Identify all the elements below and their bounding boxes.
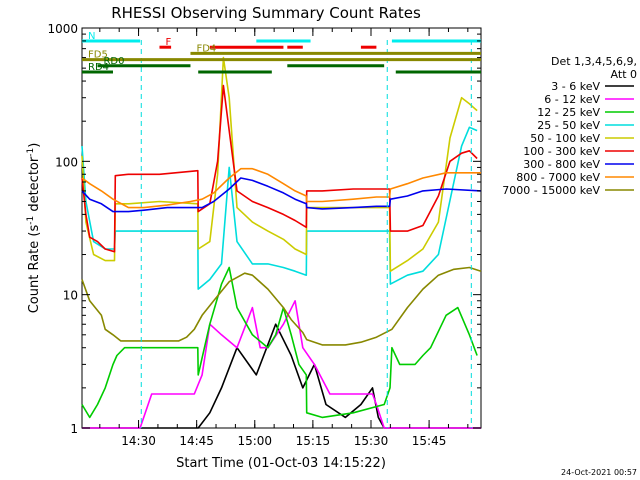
legend-entry-label: 100 - 300 keV — [523, 145, 600, 158]
series-line — [81, 84, 478, 253]
y-axis-label: Count Rate (s-1 detector-1) — [26, 143, 42, 314]
y-tick-label: 1 — [70, 422, 78, 436]
legend-entry-label: 3 - 6 keV — [551, 80, 600, 93]
state-bar-label: RD4 — [88, 62, 109, 73]
series-line — [82, 299, 481, 429]
series-layer — [81, 40, 482, 429]
series-line — [81, 266, 478, 419]
state-bar-label: F — [165, 37, 171, 48]
plot-frame — [81, 27, 482, 429]
series-line — [81, 177, 482, 213]
y-label-sup2: -1 — [26, 148, 36, 157]
legend-header: Att 0 — [611, 68, 637, 81]
legend-entry-label: 7000 - 15000 keV — [502, 184, 600, 197]
state-bar-label: RD0 — [103, 56, 124, 67]
timestamp: 24-Oct-2021 00:57 — [561, 468, 637, 477]
y-tick-label: 100 — [55, 155, 78, 169]
x-tick-label: 14:45 — [179, 434, 214, 448]
y-tick-label: 10 — [63, 289, 78, 303]
x-axis-label: Start Time (01-Oct-03 14:15:22) — [176, 456, 386, 471]
x-tick-label: 14:30 — [121, 434, 156, 448]
x-tick-label: 15:30 — [354, 434, 389, 448]
series-line — [81, 56, 478, 273]
legend-header: Det 1,3,4,5,6,9, — [551, 55, 637, 68]
legend-entry-label: 800 - 7000 keV — [516, 171, 600, 184]
state-bar-label: N — [88, 31, 95, 42]
state-bar-label: FD4 — [196, 43, 216, 54]
series-line — [82, 323, 481, 429]
series-line — [81, 126, 478, 290]
legend-entry-label: 300 - 800 keV — [523, 158, 600, 171]
y-label-part2: detector — [27, 156, 42, 216]
x-tick-label: 15:45 — [412, 434, 447, 448]
legend-entry-label: 6 - 12 keV — [544, 93, 600, 106]
series-line — [81, 266, 482, 346]
y-label-part3: ) — [27, 143, 42, 148]
x-tick-label: 15:15 — [296, 434, 331, 448]
series-line — [81, 167, 481, 209]
legend-entry-label: 50 - 100 keV — [530, 132, 600, 145]
axes-layer: 1000 100 10 1 14:30 14:45 15:00 15:15 15:30 15:45 — [47, 22, 481, 448]
y-label-sup1: -1 — [26, 216, 36, 225]
x-tick-label: 15:00 — [237, 434, 272, 448]
state-bar-label: FD5 — [88, 50, 108, 61]
y-tick-label: 1000 — [47, 22, 78, 36]
y-label-part1: Count Rate (s — [27, 225, 42, 314]
legend-entry-label: 25 - 50 keV — [537, 119, 600, 132]
chart-title: RHESSI Observing Summary Count Rates — [111, 4, 421, 22]
legend-entry-label: 12 - 25 keV — [537, 106, 600, 119]
